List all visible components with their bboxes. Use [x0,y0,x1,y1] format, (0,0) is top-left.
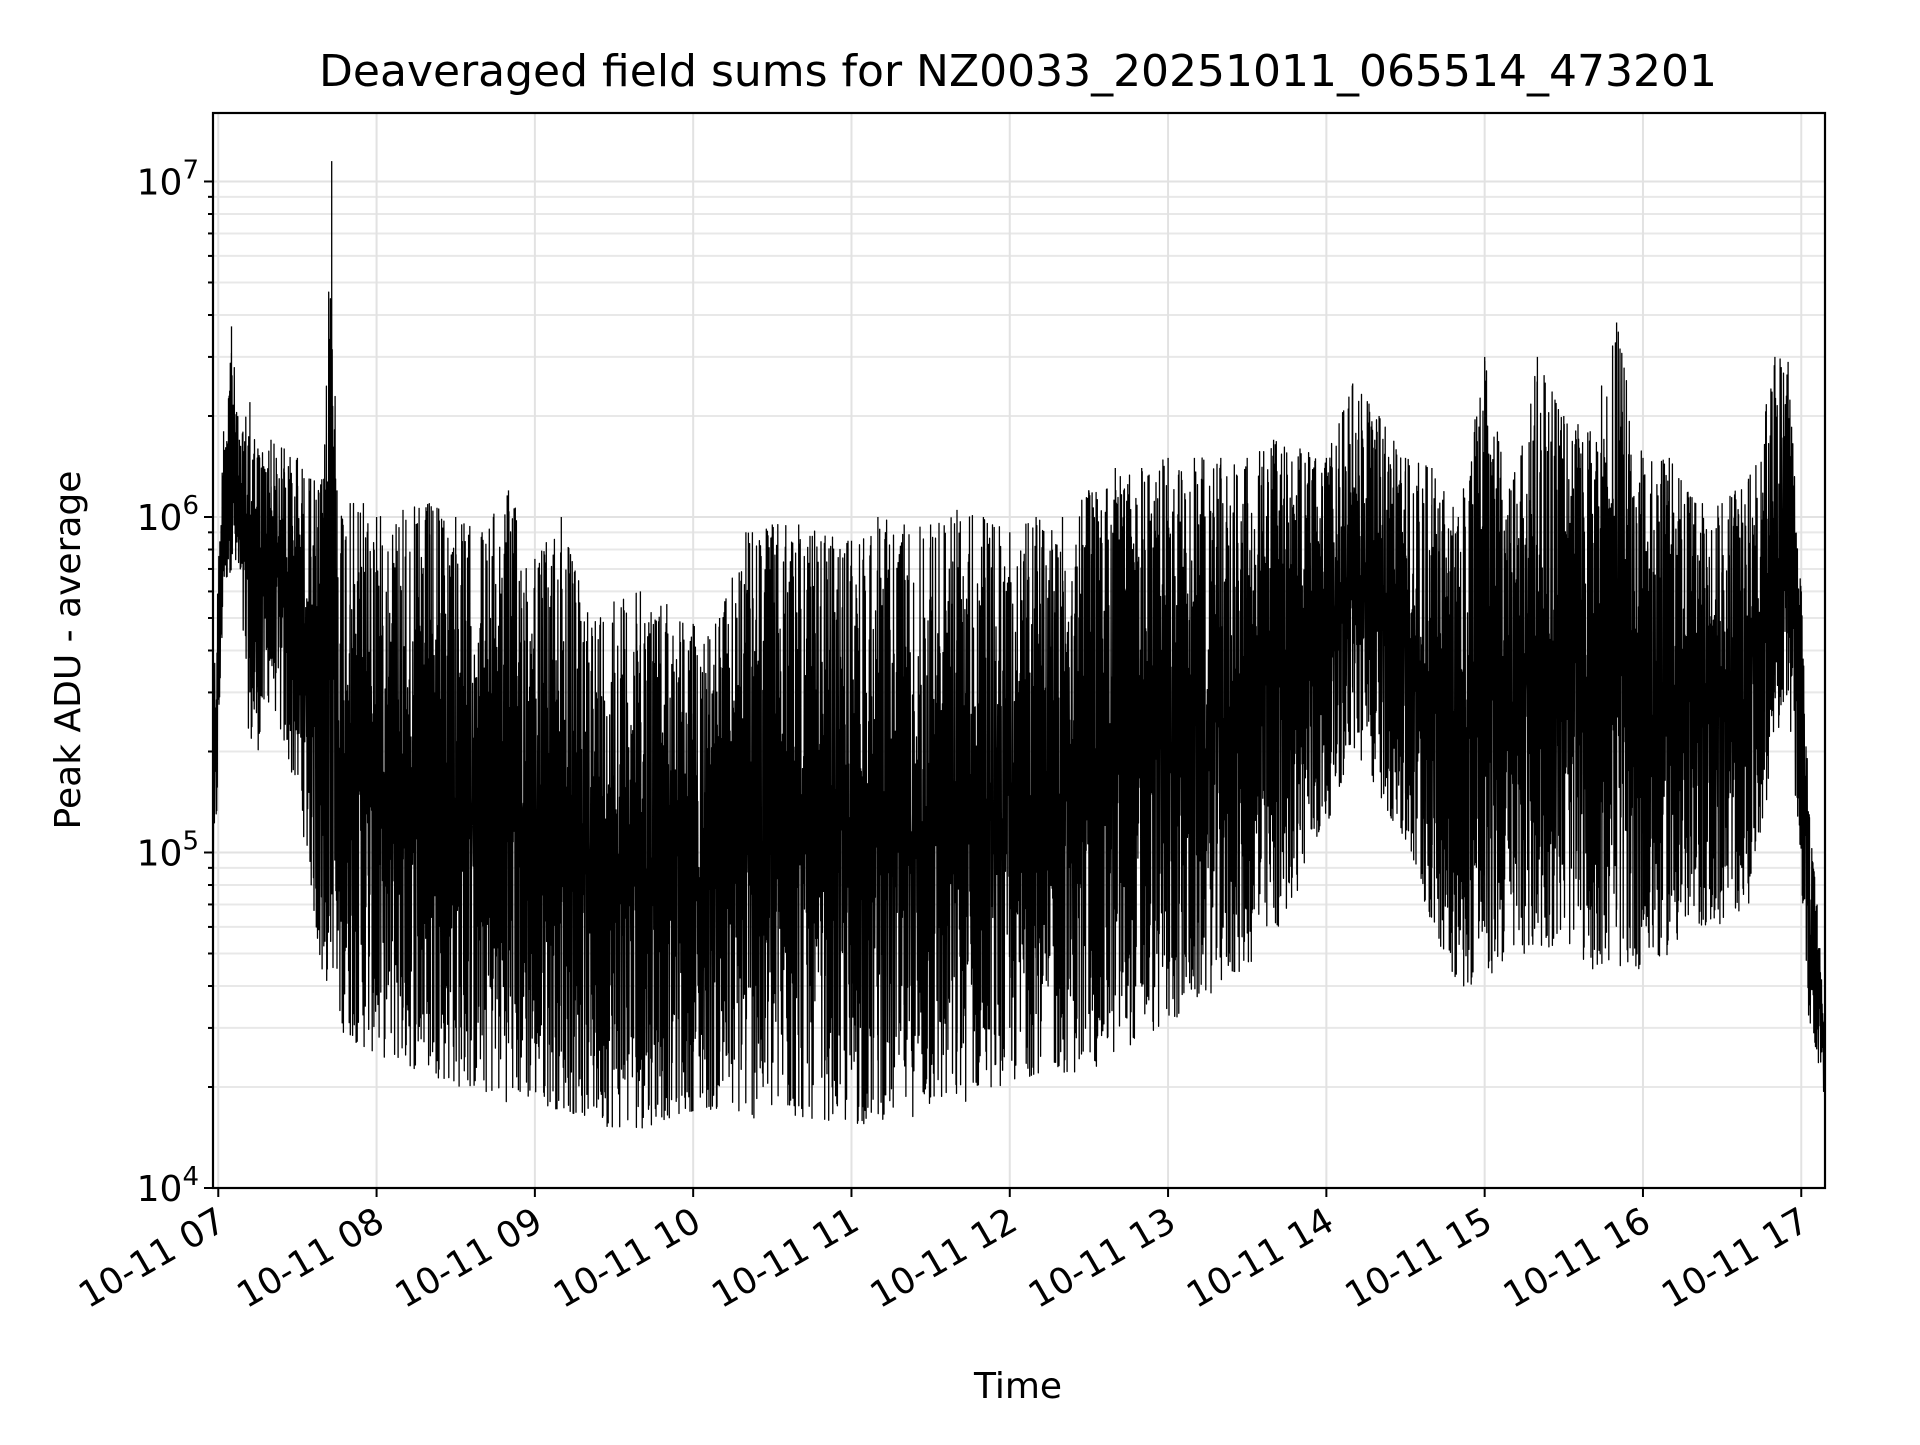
y-tick-label: 105 [137,826,199,874]
y-tick-labels: 104 105 106 107 [137,155,199,1210]
x-axis-label: Time [973,1366,1062,1407]
x-tick-label: 10-11 12 [864,1200,1025,1316]
x-tick-label: 10-11 09 [389,1200,550,1316]
x-tick-label: 10-11 13 [1022,1200,1183,1316]
x-tick-label: 10-11 15 [1338,1200,1499,1316]
y-tick-label: 104 [137,1162,199,1210]
chart-title: Deaveraged field sums for NZ0033_2025101… [319,46,1717,97]
x-tick-label: 10-11 14 [1180,1200,1341,1316]
x-tick-label: 10-11 08 [230,1200,391,1316]
y-tick-label: 107 [137,155,199,203]
axis-ticks [204,180,1803,1197]
x-tick-label: 10-11 11 [705,1200,866,1316]
series-line [213,161,1825,1129]
x-tick-label: 10-11 10 [547,1200,708,1316]
y-tick-label: 106 [137,491,199,539]
x-tick-label: 10-11 07 [72,1200,233,1316]
y-axis-label: Peak ADU - average [48,471,89,830]
series-layer [213,161,1825,1129]
x-tick-label: 10-11 17 [1655,1200,1816,1316]
x-tick-label: 10-11 16 [1497,1200,1658,1316]
